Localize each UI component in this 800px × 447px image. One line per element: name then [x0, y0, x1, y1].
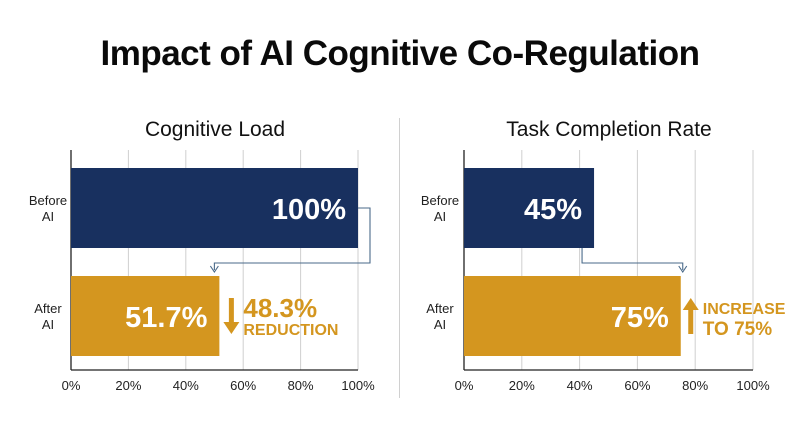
category-label: After AI [34, 301, 62, 332]
connector-arrowhead [678, 265, 688, 273]
bar-after [71, 276, 220, 356]
arrow-shaft [228, 298, 234, 324]
chart-title: Cognitive Load [145, 118, 285, 141]
chart-panel-1: Cognitive Load 0% 20% 40% 60% 80% 100% 100% Befo… [29, 118, 375, 393]
x-tick-label: 60% [624, 378, 650, 393]
category-label: After AI [426, 301, 454, 332]
x-tick-label: 80% [682, 378, 708, 393]
arrow-shaft [688, 308, 694, 334]
bar-before [71, 168, 358, 248]
x-tick-label: 0% [455, 378, 474, 393]
bar-after [464, 276, 681, 356]
category-label-line: AI [42, 209, 54, 224]
x-tick-label: 60% [230, 378, 256, 393]
chart-panel-2: Task Completion Rate 0% 20% 40% 60% 80% 100% 45… [421, 118, 786, 393]
category-label-line: AI [42, 317, 54, 332]
category-label: Before AI [29, 193, 67, 224]
category-label: Before AI [421, 193, 459, 224]
category-label-line: Before [29, 193, 67, 208]
category-label-line: After [426, 301, 454, 316]
annotation-caption: REDUCTION [243, 322, 338, 339]
x-tick-label: 100% [736, 378, 770, 393]
connector-line [581, 248, 684, 270]
down-arrow-icon [223, 322, 240, 334]
x-tick-label: 100% [341, 378, 375, 393]
x-tick-label: 40% [567, 378, 593, 393]
x-tick-label: 40% [173, 378, 199, 393]
connector-line [213, 207, 371, 270]
x-tick-label: 0% [62, 378, 81, 393]
main-title: Impact of AI Cognitive Co-Regulation [100, 34, 700, 73]
x-tick-label: 20% [115, 378, 141, 393]
bar-value-label: 51.7% [125, 302, 207, 334]
annotation-caption: INCREASE [703, 301, 786, 318]
category-label-line: AI [434, 209, 446, 224]
bar-value-label: 75% [611, 302, 669, 334]
x-tick-label: 20% [509, 378, 535, 393]
category-label-line: AI [434, 317, 446, 332]
bar-before [464, 168, 595, 248]
connector-arrowhead [209, 265, 219, 273]
bar-value-label: 100% [272, 194, 346, 226]
chart-title: Task Completion Rate [506, 118, 711, 141]
annotation-value: TO 75% [703, 319, 772, 340]
bar-value-label: 45% [524, 194, 582, 226]
x-tick-label: 80% [288, 378, 314, 393]
category-label-line: Before [421, 193, 459, 208]
panel-divider [399, 118, 400, 398]
category-label-line: After [34, 301, 62, 316]
annotation-value: 48.3% [243, 293, 317, 323]
up-arrow-icon [682, 298, 699, 310]
